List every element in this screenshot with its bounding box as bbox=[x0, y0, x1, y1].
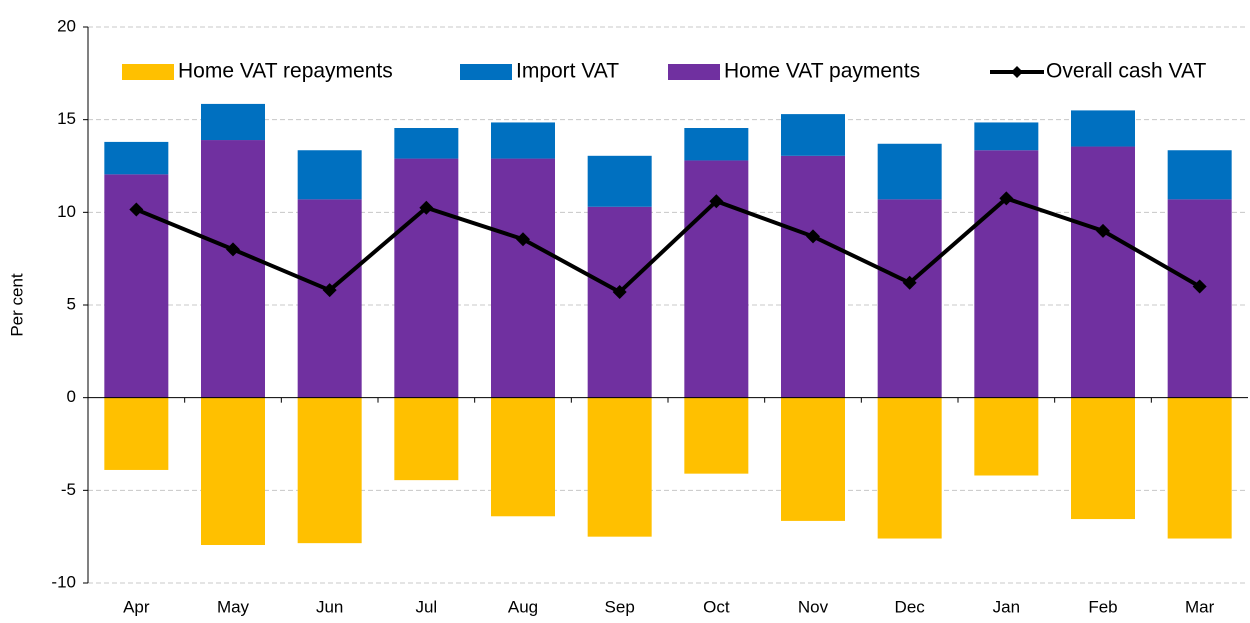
bar bbox=[491, 397, 555, 517]
legend-marker bbox=[1011, 66, 1023, 78]
bar bbox=[974, 397, 1039, 476]
bar bbox=[587, 155, 652, 207]
marker bbox=[419, 200, 434, 215]
bar bbox=[104, 397, 169, 470]
y-tick-label: 5 bbox=[67, 294, 76, 313]
bar bbox=[1071, 397, 1135, 520]
legend-label: Import VAT bbox=[516, 60, 619, 83]
bar bbox=[877, 199, 942, 398]
bar bbox=[491, 122, 555, 159]
x-tick-label: Feb bbox=[1088, 597, 1117, 616]
bar bbox=[1167, 397, 1232, 539]
bar bbox=[1167, 199, 1232, 398]
bar bbox=[394, 397, 459, 481]
line bbox=[135, 196, 1201, 295]
marker bbox=[806, 229, 820, 244]
x-tick-label: Jan bbox=[993, 597, 1020, 616]
x-tick-label: Mar bbox=[1185, 597, 1215, 616]
bar bbox=[974, 122, 1039, 151]
marker bbox=[226, 242, 240, 257]
x-tick-label: Jun bbox=[316, 597, 343, 616]
bar bbox=[587, 397, 652, 537]
legend-label: Home VAT payments bbox=[724, 60, 920, 83]
bar bbox=[491, 158, 555, 398]
x-tick-label: Nov bbox=[798, 597, 829, 616]
bar bbox=[684, 397, 749, 474]
y-tick-label: 10 bbox=[57, 202, 76, 221]
bar bbox=[394, 158, 459, 398]
bar bbox=[1071, 110, 1135, 147]
bar bbox=[201, 140, 265, 398]
y-tick-label: -10 bbox=[51, 572, 76, 591]
x-tick-label: Sep bbox=[605, 597, 635, 616]
bar bbox=[877, 143, 942, 200]
bar bbox=[297, 397, 362, 544]
legend-swatch bbox=[122, 64, 174, 80]
marker bbox=[516, 232, 530, 247]
bar bbox=[201, 397, 265, 546]
marker bbox=[999, 191, 1014, 206]
marker bbox=[322, 283, 337, 298]
bar bbox=[1071, 146, 1135, 398]
bar bbox=[1167, 150, 1232, 200]
bar bbox=[781, 155, 845, 398]
y-tick-label: 0 bbox=[67, 387, 76, 406]
marker bbox=[709, 194, 724, 209]
x-tick-label: Apr bbox=[123, 597, 150, 616]
legend-label: Home VAT repayments bbox=[178, 60, 393, 83]
bar bbox=[781, 114, 845, 156]
x-tick-label: Aug bbox=[508, 597, 538, 616]
legend-swatch bbox=[460, 64, 512, 80]
bar bbox=[587, 206, 652, 398]
bar bbox=[297, 150, 362, 200]
marker bbox=[1192, 279, 1207, 294]
marker bbox=[1096, 223, 1110, 238]
legend-label: Overall cash VAT bbox=[1046, 60, 1206, 83]
y-tick-label: -5 bbox=[61, 480, 76, 499]
y-tick-label: 15 bbox=[57, 109, 76, 128]
x-tick-label: Jul bbox=[415, 597, 437, 616]
marker bbox=[612, 285, 627, 300]
marker bbox=[902, 275, 917, 290]
bar bbox=[297, 199, 362, 398]
legend-swatch bbox=[668, 64, 720, 80]
bar bbox=[974, 150, 1039, 398]
marker bbox=[129, 202, 144, 217]
bar bbox=[104, 141, 169, 175]
bar bbox=[877, 397, 942, 539]
x-tick-label: Oct bbox=[703, 597, 730, 616]
bar bbox=[201, 103, 265, 141]
y-axis-label: Per cent bbox=[7, 273, 26, 337]
x-tick-label: May bbox=[217, 597, 250, 616]
bar bbox=[781, 397, 845, 521]
x-tick-label: Dec bbox=[895, 597, 926, 616]
y-tick-label: 20 bbox=[57, 16, 76, 35]
bar bbox=[684, 128, 749, 161]
bar bbox=[394, 128, 459, 159]
